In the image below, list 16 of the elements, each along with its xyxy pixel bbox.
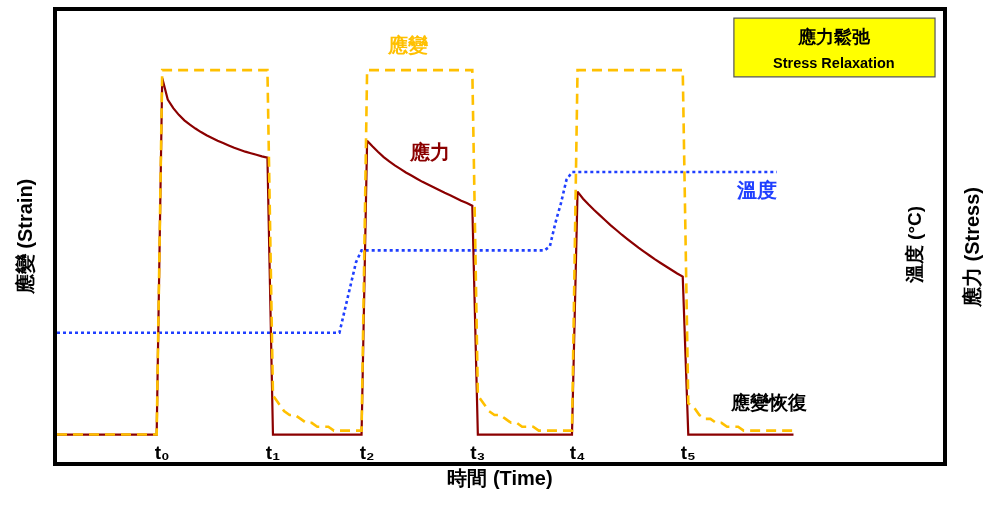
x-tick-label: t₁ <box>265 442 281 464</box>
x-tick-label: t₂ <box>359 442 375 464</box>
chart-title: 應力鬆弛 <box>797 27 871 47</box>
series-label: 溫度 <box>736 179 777 201</box>
x-tick-label: t₄ <box>569 442 586 464</box>
series-label: 應變 <box>387 34 429 56</box>
y3-axis-title: 應力 (Stress) <box>961 186 984 309</box>
x-axis-title: 時間 (Time) <box>447 467 553 490</box>
chart-subtitle: Stress Relaxation <box>773 55 895 71</box>
x-tick-label: t₃ <box>470 442 486 464</box>
x-tick-label: t₀ <box>154 442 170 464</box>
y2-axis-title: 溫度 (°C) <box>904 205 926 285</box>
annotation: 應變恢復 <box>730 392 807 413</box>
y-axis-title: 應變 (Strain) <box>14 178 37 296</box>
x-tick-label: t₅ <box>680 442 696 464</box>
series-label: 應力 <box>409 141 450 163</box>
